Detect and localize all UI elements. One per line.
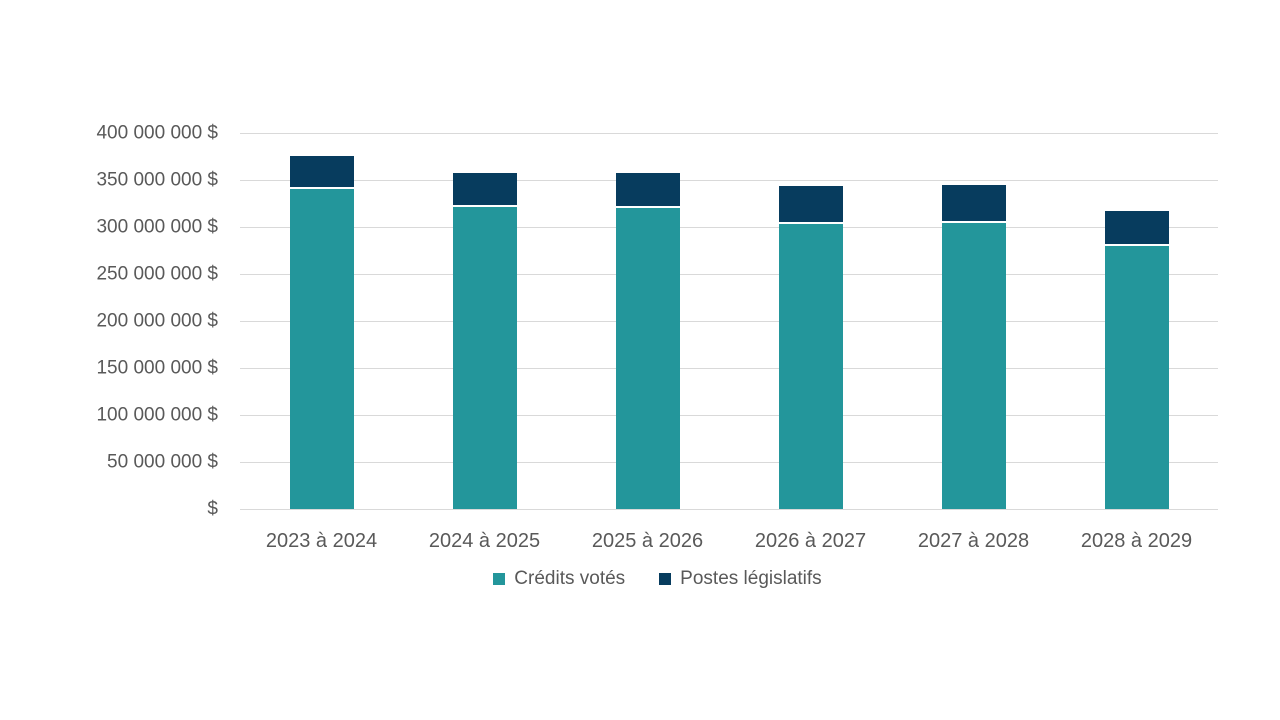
x-axis-label: 2025 à 2026 bbox=[591, 530, 704, 552]
bar-segment-postes-legislatifs bbox=[1104, 211, 1169, 244]
bar-segment-postes-legislatifs bbox=[615, 173, 680, 207]
x-axis-label: 2024 à 2025 bbox=[428, 530, 541, 552]
bar-segment-postes-legislatifs bbox=[941, 184, 1006, 222]
legend-label: Crédits votés bbox=[514, 568, 626, 589]
legend-color-swatch bbox=[659, 573, 672, 585]
bar-segment-postes-legislatifs bbox=[778, 185, 843, 223]
gridline bbox=[240, 462, 1218, 463]
gridline bbox=[240, 415, 1218, 416]
gridline bbox=[240, 133, 1218, 134]
bar-segment-credits-votes bbox=[941, 223, 1006, 509]
x-axis-label: 2028 à 2029 bbox=[1080, 530, 1193, 552]
bar-segment-credits-votes bbox=[289, 189, 354, 509]
y-axis-tick-label: 200 000 000 $ bbox=[96, 310, 218, 332]
y-axis-tick-label: 50 000 000 $ bbox=[107, 451, 218, 473]
y-axis-tick-label: 400 000 000 $ bbox=[96, 122, 218, 144]
y-axis-tick-label: 350 000 000 $ bbox=[96, 169, 218, 191]
x-axis-line bbox=[240, 509, 1218, 510]
bar-segment-credits-votes bbox=[615, 208, 680, 509]
gridline bbox=[240, 180, 1218, 181]
y-axis: $50 000 000 $ 100 000 000 $ 150 000 000 $ 2… bbox=[0, 124, 218, 519]
plot-area bbox=[240, 133, 1218, 510]
y-axis-tick-label: 150 000 000 $ bbox=[96, 357, 218, 379]
x-axis-label: 2026 à 2027 bbox=[754, 530, 867, 552]
legend-item: Crédits votés bbox=[493, 568, 625, 590]
gridline bbox=[240, 368, 1218, 369]
x-axis: 2023 à 2024 2024 à 2025 2025 à 2026 2026 à … bbox=[240, 528, 1218, 556]
gridline bbox=[240, 227, 1218, 228]
y-axis-tick-label: 100 000 000 $ bbox=[96, 404, 218, 426]
bar-segment-credits-votes bbox=[1104, 245, 1169, 509]
legend-color-swatch bbox=[493, 573, 506, 585]
gridline bbox=[240, 274, 1218, 275]
legend-label: Postes législatifs bbox=[680, 568, 822, 589]
bar-segment-postes-legislatifs bbox=[289, 155, 354, 188]
y-axis-tick-label: 300 000 000 $ bbox=[96, 216, 218, 238]
x-axis-label: 2027 à 2028 bbox=[917, 530, 1030, 552]
y-axis-tick-label: 250 000 000 $ bbox=[96, 263, 218, 285]
chart-legend: Crédits votés Postes législatifs bbox=[70, 568, 1245, 590]
bar-segment-postes-legislatifs bbox=[452, 172, 517, 206]
legend-item: Postes législatifs bbox=[659, 568, 822, 590]
bar-segment-credits-votes bbox=[778, 224, 843, 509]
x-axis-label: 2023 à 2024 bbox=[265, 530, 378, 552]
gridline bbox=[240, 321, 1218, 322]
bar-segment-credits-votes bbox=[452, 207, 517, 509]
y-axis-tick-label: $ bbox=[207, 498, 218, 520]
